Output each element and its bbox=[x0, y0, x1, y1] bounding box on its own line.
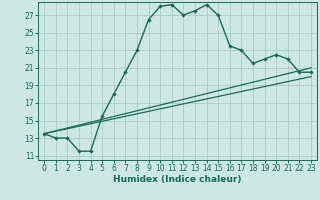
X-axis label: Humidex (Indice chaleur): Humidex (Indice chaleur) bbox=[113, 175, 242, 184]
